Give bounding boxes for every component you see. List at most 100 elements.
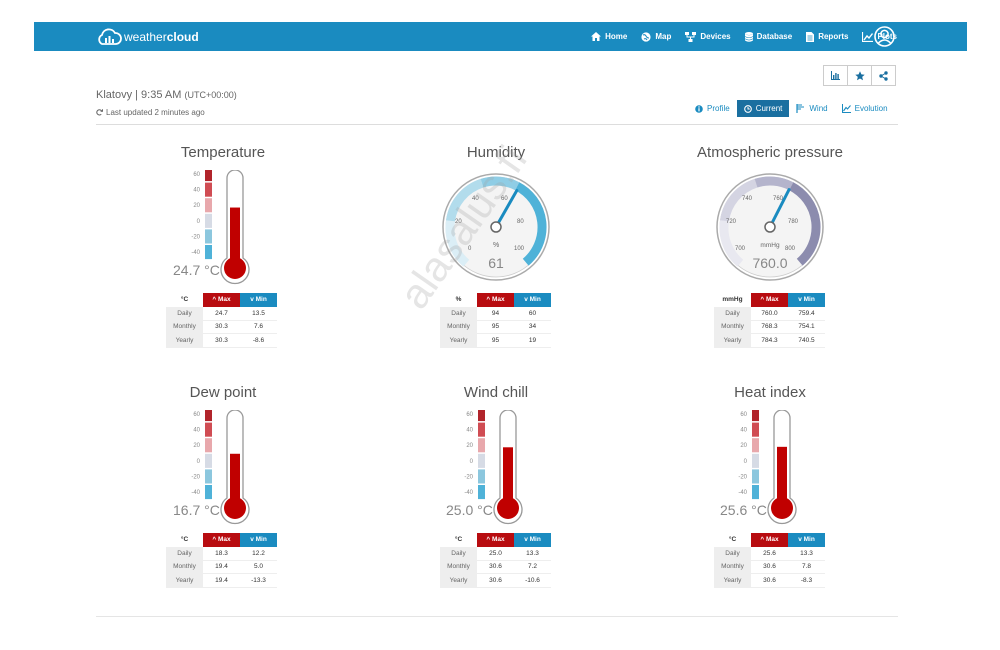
stats-button[interactable] <box>823 65 848 86</box>
thermo-scale-segment <box>205 229 212 244</box>
thermo-scale-label: 20 <box>193 443 200 449</box>
thermo-scale-segment <box>478 407 485 422</box>
max-header: ^ Max <box>203 293 240 307</box>
thermo-scale-label: 40 <box>740 428 747 434</box>
humidity-gauge: 0 20 40 60 80 100 % 61 <box>442 173 550 281</box>
tab-profile[interactable]: Profile <box>688 100 737 117</box>
humidity-tick: 60 <box>501 196 508 202</box>
row-label-daily: Daily <box>166 546 203 561</box>
row-label-daily: Daily <box>714 306 751 321</box>
nav-devices-label: Devices <box>700 32 731 41</box>
humidity-tick: 20 <box>455 219 462 225</box>
humidity-tick: 100 <box>514 246 525 252</box>
pressure-title: Atmospheric pressure <box>697 144 843 161</box>
monthly-max: 30.6 <box>751 560 788 574</box>
thermo-scale-segment <box>478 453 485 468</box>
daily-min: 12.2 <box>240 546 277 561</box>
row-label-yearly: Yearly <box>714 333 751 348</box>
thermo-scale-label: -20 <box>191 474 200 480</box>
yearly-max: 95 <box>477 333 514 348</box>
pressure-panel: Atmospheric pressure 700 720 740 760 780… <box>640 144 900 384</box>
heatindex-table: °C ^ Max v Min Daily 25.6 13.3 Monthly 30.6 7.… <box>714 533 825 588</box>
last-updated: Last updated 2 minutes ago <box>96 108 205 117</box>
brand-light: weather <box>124 29 167 44</box>
refresh-icon <box>96 109 103 116</box>
monthly-min: 7.8 <box>788 560 825 574</box>
thermo-scale-segment <box>752 438 759 453</box>
station-title: Klatovy | 9:35 AM (UTC+00:00) <box>96 89 237 101</box>
pressure-tick: 740 <box>742 196 753 202</box>
unit-label: mmHg <box>714 293 751 307</box>
thermo-bulb <box>497 497 519 519</box>
unit-label: °C <box>440 533 477 547</box>
cloud-logo-icon <box>98 28 122 45</box>
daily-min: 13.5 <box>240 306 277 321</box>
pressure-gauge: 700 720 740 760 780 800 mmHg 760.0 <box>716 173 824 281</box>
thermo-mercury <box>777 446 787 506</box>
thermo-scale-segment <box>752 407 759 422</box>
humidity-value: 61 <box>488 255 504 271</box>
thermo-scale-segment <box>205 198 212 213</box>
tab-current-label: Current <box>755 104 783 113</box>
daily-max: 25.6 <box>751 546 788 561</box>
heatindex-thermometer: 60 40 20 0 -20 -40 <box>734 407 809 530</box>
daily-max: 94 <box>477 306 514 321</box>
row-label-daily: Daily <box>166 306 203 321</box>
devices-icon <box>685 31 697 42</box>
heatindex-value: 25.6 °C <box>720 502 767 518</box>
pressure-unit: mmHg <box>760 242 780 249</box>
yearly-max: 30.3 <box>203 333 240 348</box>
favorite-button[interactable] <box>847 65 872 86</box>
thermo-scale-label: 20 <box>466 443 473 449</box>
wind-icon <box>796 104 805 113</box>
humidity-unit: % <box>493 242 499 249</box>
thermo-scale-segment <box>205 485 212 500</box>
thermo-bulb <box>224 257 246 279</box>
thermo-scale-segment <box>205 453 212 468</box>
thermo-scale-segment <box>752 453 759 468</box>
user-avatar-icon[interactable] <box>874 26 895 47</box>
monthly-min: 5.0 <box>240 560 277 574</box>
yearly-min: 740.5 <box>788 333 825 348</box>
pressure-tick: 720 <box>726 219 737 225</box>
nav-reports[interactable]: Reports <box>806 31 848 42</box>
thermo-scale-segment <box>205 167 212 182</box>
row-label-yearly: Yearly <box>440 573 477 588</box>
last-updated-text: Last updated 2 minutes ago <box>106 108 205 117</box>
min-header: v Min <box>240 533 277 547</box>
humidity-needle <box>494 189 519 229</box>
thermo-mercury <box>230 453 240 506</box>
monthly-min: 7.2 <box>514 560 551 574</box>
thermo-scale-label: -20 <box>191 234 200 240</box>
thermo-scale-label: 40 <box>466 428 473 434</box>
thermo-scale-segment <box>752 422 759 437</box>
thermo-scale-segment <box>752 485 759 500</box>
monthly-min: 754.1 <box>788 320 825 334</box>
thermo-scale-segment <box>478 422 485 437</box>
windchill-table: °C ^ Max v Min Daily 25.0 13.3 Monthly 30.6 7.… <box>440 533 551 588</box>
heatindex-thermo-svg: 60 40 20 0 -20 -40 <box>738 407 797 525</box>
nav-database[interactable]: Database <box>744 31 792 42</box>
database-icon <box>744 31 753 42</box>
info-icon <box>695 104 703 113</box>
temperature-panel: Temperature 60 40 20 0 -20 -40 24.7 °C °C ^ Ma… <box>93 144 353 384</box>
temperature-title: Temperature <box>180 144 266 161</box>
thermo-scale-label: 0 <box>470 459 474 465</box>
weathercloud-logo[interactable]: weather cloud <box>96 26 199 47</box>
share-button[interactable] <box>871 65 896 86</box>
daily-min: 60 <box>514 306 551 321</box>
nav-devices[interactable]: Devices <box>685 31 731 42</box>
tab-current[interactable]: Current <box>736 100 790 117</box>
thermo-scale-label: -40 <box>191 490 200 496</box>
tab-profile-label: Profile <box>707 104 730 113</box>
nav-map[interactable]: Map <box>641 31 671 42</box>
tab-evolution[interactable]: Evolution <box>835 100 895 117</box>
yearly-min: -8.3 <box>788 573 825 588</box>
nav-home[interactable]: Home <box>591 32 627 41</box>
pressure-needle <box>768 188 791 229</box>
thermo-scale-segment <box>478 438 485 453</box>
row-label-monthly: Monthly <box>166 320 203 334</box>
pressure-tick: 700 <box>735 246 746 252</box>
dewpoint-thermo-svg: 60 40 20 0 -20 -40 <box>191 407 250 525</box>
tab-wind[interactable]: Wind <box>789 100 834 117</box>
